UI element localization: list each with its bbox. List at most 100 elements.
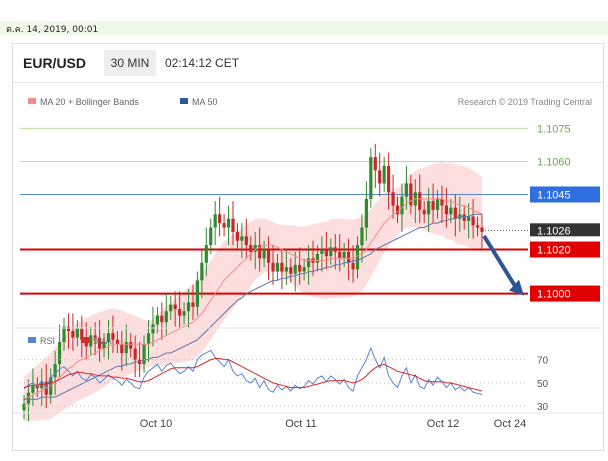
date-stamp: ต.ค. 14, 2019, 00:01 (6, 25, 99, 35)
candle-body (120, 344, 124, 354)
candle-body (160, 315, 164, 323)
candle-body (186, 302, 191, 312)
candle-body (102, 342, 106, 349)
candle-body (22, 403, 26, 411)
ma50-line (24, 213, 482, 400)
timeframe-selector[interactable]: 30 MIN (104, 50, 156, 76)
candle-body (404, 183, 409, 197)
candle-body (382, 165, 386, 184)
level-label-1.1075: 1.1075 (537, 123, 571, 135)
candle-body (271, 262, 275, 272)
candle-body (84, 339, 88, 347)
candle-body (226, 218, 231, 228)
level-tag-1.1000 (530, 285, 600, 302)
candle-body (93, 335, 97, 338)
ma20-legend-swatch (28, 98, 36, 104)
x-tick-label: Oct 12 (427, 418, 459, 430)
candle-body (57, 342, 62, 365)
candle-body (360, 227, 364, 246)
candle-body (111, 333, 115, 340)
candle-body (218, 214, 222, 224)
level-label-1.1045: 1.1045 (537, 189, 571, 201)
candle-body (275, 262, 280, 272)
candle-body (280, 262, 284, 272)
candle-body (209, 227, 213, 246)
candle-body (453, 207, 457, 219)
candle-body (475, 225, 480, 228)
candle-body (146, 333, 151, 345)
candle-body (195, 280, 200, 307)
candle-body (133, 348, 137, 360)
projection-layer (482, 234, 524, 296)
candle-body (129, 342, 133, 349)
moving-average-layer (23, 198, 483, 400)
candle-body (222, 223, 226, 228)
candle-body (333, 247, 337, 252)
candle-body (142, 344, 146, 365)
candle-body (191, 302, 195, 307)
candle-body (289, 267, 293, 274)
credit-text: Research © 2019 Trading Central (458, 97, 592, 107)
ma50-legend-swatch (180, 98, 188, 104)
level-lines-layer: 1.1075 1.1060 1.1045 1.1020 1.1000 1.1026 (20, 123, 600, 302)
instrument-pair: EUR/USD (23, 55, 87, 71)
candle-body (182, 311, 186, 316)
candle-body (235, 231, 240, 241)
rsi-legend-label: RSI (40, 336, 55, 346)
rsi-ma-legend-swatch (81, 337, 89, 343)
ma50-legend-label: MA 50 (192, 97, 218, 107)
candle-body (302, 267, 306, 272)
candle-body (435, 198, 440, 210)
chart-header: EUR/USD 30 MIN 02:14:12 CET (13, 44, 603, 83)
candle-body (31, 386, 35, 393)
candle-body (249, 245, 253, 252)
candle-body (427, 201, 431, 215)
candle-body (66, 326, 71, 332)
candle-body (53, 364, 57, 378)
candle-body (178, 308, 182, 316)
candle-body (124, 342, 128, 354)
date-stamp-bar: ต.ค. 14, 2019, 00:01 (0, 21, 608, 35)
candle-body (462, 214, 466, 221)
candle-body (213, 214, 217, 228)
candle-body (449, 207, 453, 215)
candle-body (320, 249, 324, 254)
candle-body (106, 333, 111, 343)
candles-layer (22, 143, 484, 422)
ma20-line (23, 198, 483, 400)
rsi-tick-label: 50 (537, 379, 549, 390)
rsi-legend-swatch (28, 337, 36, 343)
candle-body (71, 331, 75, 338)
candle-body (151, 324, 155, 334)
last-price-label: 1.1026 (537, 225, 571, 237)
x-axis: Oct 10 Oct 11 Oct 12 Oct 24 (140, 418, 526, 430)
candle-body (204, 245, 208, 263)
candle-body (431, 201, 435, 210)
candle-body (293, 264, 297, 274)
candle-body (444, 205, 449, 215)
candle-body (471, 216, 475, 226)
clock: 02:14:12 CET (165, 56, 240, 70)
candle-body (422, 209, 426, 215)
candle-body (240, 236, 244, 241)
bollinger-band (24, 161, 482, 422)
rsi-ma-line (23, 358, 483, 392)
candle-body (338, 251, 342, 259)
candle-body (373, 157, 377, 171)
candle-body (169, 304, 173, 312)
candle-body (266, 249, 271, 263)
candle-body (347, 251, 351, 263)
candle-body (173, 304, 177, 309)
candle-body (467, 216, 471, 221)
candle-body (306, 258, 311, 268)
candle-body (395, 205, 400, 215)
candle-body (364, 198, 368, 228)
x-tick-label: Oct 10 (140, 418, 172, 430)
candle-body (35, 386, 39, 389)
level-label-1.1000: 1.1000 (537, 289, 571, 301)
last-price-tag (530, 223, 600, 237)
candle-body (324, 249, 328, 257)
candle-body (298, 264, 302, 272)
candle-body (355, 245, 360, 270)
